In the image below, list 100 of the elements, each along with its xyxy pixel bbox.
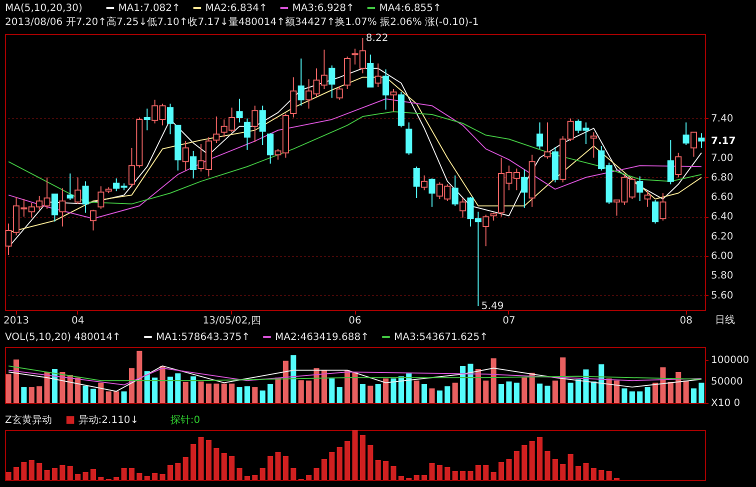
candlestick <box>190 150 197 179</box>
candlestick <box>590 132 597 158</box>
y-tick-label: 6.40 <box>711 212 734 223</box>
bar <box>260 468 266 480</box>
y-tick-label: 5.80 <box>711 270 734 282</box>
bar <box>436 465 442 480</box>
candlestick <box>298 58 304 106</box>
bar <box>36 386 42 403</box>
bar <box>429 388 435 403</box>
bar <box>67 466 73 480</box>
x-tick-label: 04 <box>71 316 84 326</box>
bar <box>21 462 27 480</box>
bar <box>698 382 704 403</box>
bar <box>583 369 589 403</box>
y-tick-label: 6.80 <box>711 172 734 184</box>
bar <box>336 387 342 403</box>
bar <box>236 387 242 403</box>
bar <box>114 477 120 480</box>
line-series <box>8 365 702 392</box>
y-tick-label: 6.20 <box>711 231 734 242</box>
bar <box>452 382 458 403</box>
candlestick <box>636 176 644 202</box>
bar <box>106 391 112 403</box>
candlestick <box>252 105 258 143</box>
bar <box>452 471 458 480</box>
text: 7.17 <box>711 136 736 148</box>
bar <box>167 465 173 480</box>
bar <box>190 376 196 403</box>
candlestick <box>421 174 428 191</box>
candlestick <box>690 132 698 158</box>
legend-label: MA4:6.855↑ <box>379 3 442 14</box>
bar <box>214 448 220 480</box>
bar <box>390 466 396 480</box>
bar <box>206 384 212 403</box>
bar <box>21 387 27 403</box>
bar <box>552 459 558 480</box>
bar <box>436 390 442 403</box>
bar <box>336 447 342 480</box>
bar <box>82 472 88 480</box>
legend-label: MA3:543671.625↑ <box>394 332 488 343</box>
bar <box>344 370 350 403</box>
bar <box>90 388 96 403</box>
bar <box>622 388 628 403</box>
candlestick <box>682 122 690 146</box>
bar <box>568 454 574 480</box>
legend-label: MA2:6.834↑ <box>205 3 268 14</box>
bar <box>483 380 489 403</box>
bar <box>490 472 496 480</box>
candlestick <box>213 116 220 144</box>
bar <box>460 366 466 403</box>
bar <box>390 378 396 403</box>
candlestick <box>336 86 343 100</box>
bar <box>314 468 320 480</box>
bar <box>144 371 150 403</box>
bar <box>483 465 489 480</box>
bar <box>198 381 204 403</box>
bar <box>614 380 620 403</box>
bar <box>306 475 312 480</box>
bar <box>576 466 582 480</box>
bar <box>683 380 689 403</box>
bar <box>644 387 650 403</box>
annotation: 5.49 <box>481 301 504 312</box>
candlestick <box>413 166 420 199</box>
bar <box>152 378 158 403</box>
bar <box>544 386 550 403</box>
candlestick <box>166 103 174 135</box>
bar <box>321 370 327 403</box>
candlestick <box>482 214 490 247</box>
x-tick-label: 13/05/02,四 <box>202 316 261 326</box>
bar <box>652 382 658 403</box>
candlestick <box>267 132 274 164</box>
candlestick <box>428 178 436 208</box>
candlestick <box>290 76 297 118</box>
bar <box>298 380 304 403</box>
legend-label: MA1:7.082↑ <box>118 3 180 14</box>
bar <box>144 476 150 480</box>
candlestick <box>675 152 682 178</box>
bar <box>290 468 296 480</box>
line-series <box>8 368 702 386</box>
bar <box>114 391 120 403</box>
bar <box>275 378 281 403</box>
bar <box>522 445 528 480</box>
bar <box>198 437 204 480</box>
bar <box>167 376 173 403</box>
y-tick-label: 7.40 <box>711 113 734 124</box>
bar <box>175 463 181 480</box>
bar <box>352 430 358 480</box>
bar <box>475 465 481 480</box>
bar <box>282 360 288 403</box>
bar <box>314 368 320 403</box>
legend-label: MA3:6.928↑ <box>292 3 354 14</box>
candlestick <box>536 122 544 150</box>
bar <box>522 378 528 403</box>
bar <box>398 376 404 403</box>
candlestick <box>328 64 336 98</box>
bar <box>206 440 212 480</box>
candlestick <box>667 140 674 185</box>
candlestick <box>82 180 89 214</box>
bar <box>529 441 535 480</box>
bar <box>660 367 666 403</box>
